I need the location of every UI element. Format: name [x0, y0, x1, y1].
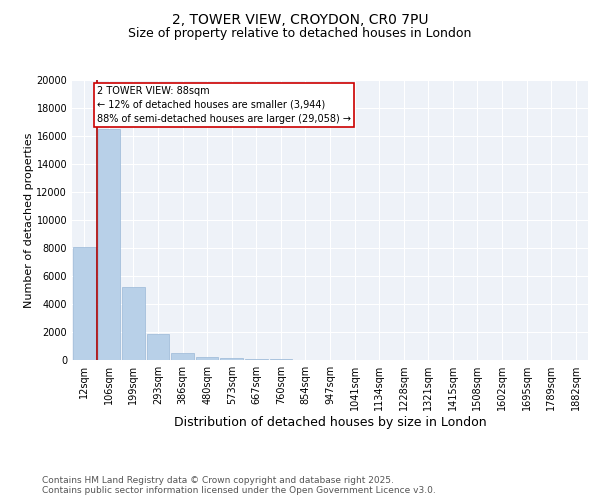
Text: 2, TOWER VIEW, CROYDON, CR0 7PU: 2, TOWER VIEW, CROYDON, CR0 7PU: [172, 12, 428, 26]
Bar: [146, 334, 169, 360]
Y-axis label: Number of detached properties: Number of detached properties: [23, 132, 34, 308]
Bar: [220, 358, 243, 360]
Text: 2 TOWER VIEW: 88sqm
← 12% of detached houses are smaller (3,944)
88% of semi-det: 2 TOWER VIEW: 88sqm ← 12% of detached ho…: [97, 86, 351, 124]
Text: Contains HM Land Registry data © Crown copyright and database right 2025.
Contai: Contains HM Land Registry data © Crown c…: [42, 476, 436, 495]
Bar: [98, 129, 120, 360]
Text: Size of property relative to detached houses in London: Size of property relative to detached ho…: [128, 28, 472, 40]
Bar: [122, 287, 145, 360]
Bar: [171, 353, 194, 360]
X-axis label: Distribution of detached houses by size in London: Distribution of detached houses by size …: [173, 416, 487, 429]
Bar: [196, 357, 218, 360]
Bar: [245, 359, 268, 360]
Bar: [73, 246, 95, 360]
